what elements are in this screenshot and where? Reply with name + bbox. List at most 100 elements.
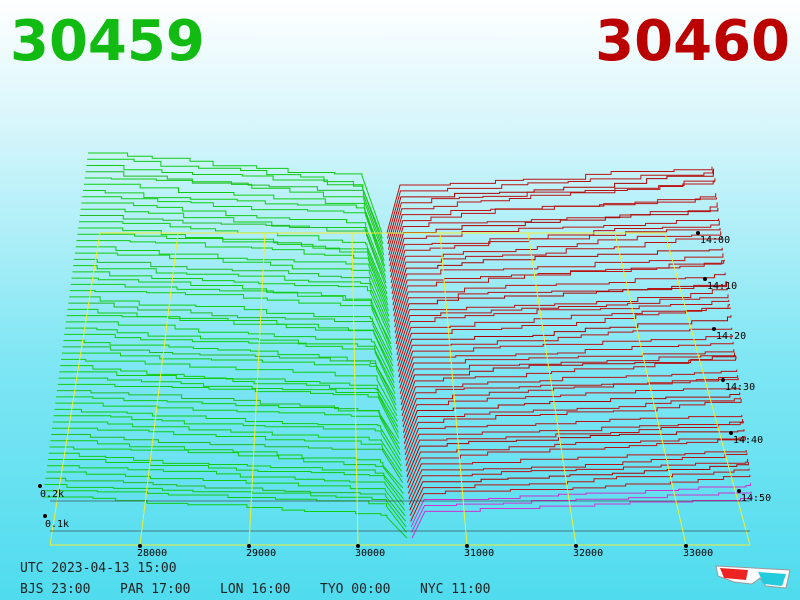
time-label: 14:50 bbox=[741, 493, 771, 504]
ask-depth-line bbox=[401, 356, 737, 417]
bid-depth-line bbox=[57, 383, 400, 439]
price-tick bbox=[684, 544, 688, 548]
ask-depth-line bbox=[410, 474, 751, 522]
bid-depth-line bbox=[65, 321, 395, 383]
price-tick bbox=[574, 544, 578, 548]
ask-depth-line bbox=[391, 231, 722, 300]
utc-time: UTC 2023-04-13 15:00 bbox=[20, 561, 177, 576]
price-label: 29000 bbox=[246, 548, 276, 559]
bid-depth-line bbox=[46, 471, 406, 517]
ask-depth-line bbox=[401, 355, 736, 411]
price-tick bbox=[356, 544, 360, 548]
bid-depth-line bbox=[69, 296, 393, 361]
zone-time: LON 16:00 bbox=[220, 582, 290, 597]
bid-depth-line bbox=[52, 427, 403, 478]
ask-depth-line bbox=[387, 180, 715, 250]
bid-depth-line bbox=[74, 258, 391, 328]
ask-depth-line bbox=[386, 166, 713, 234]
bid-depth-line bbox=[58, 377, 399, 433]
ask-depth-line bbox=[386, 170, 714, 239]
price-label: 28000 bbox=[137, 548, 167, 559]
bid-depth-line bbox=[66, 315, 395, 378]
bid-price: 30459 bbox=[10, 9, 205, 74]
ask-depth-line bbox=[407, 450, 747, 494]
ask-depth-line bbox=[390, 207, 719, 278]
ask-depth-line bbox=[395, 281, 728, 345]
ask-depth-line bbox=[394, 272, 726, 333]
ask-depth-line bbox=[394, 259, 725, 328]
time-label: 14:10 bbox=[707, 281, 737, 292]
bid-depth-line bbox=[84, 177, 385, 256]
ask-depth-line bbox=[406, 435, 746, 483]
price-grid-line bbox=[614, 232, 687, 546]
ask-depth-line bbox=[408, 458, 749, 505]
bid-depth-line bbox=[74, 252, 390, 322]
bid-depth-line bbox=[86, 165, 384, 245]
ask-depth-line bbox=[406, 421, 744, 472]
time-tick bbox=[737, 489, 741, 493]
ask-depth-line bbox=[405, 418, 744, 467]
ask-depth-line bbox=[389, 202, 718, 272]
bid-depth-line bbox=[77, 233, 389, 306]
time-label: 14:20 bbox=[716, 331, 746, 342]
zone-time: BJS 23:00 bbox=[20, 582, 90, 597]
bid-depth-line bbox=[88, 152, 383, 234]
bid-depth-line bbox=[70, 283, 393, 350]
time-tick bbox=[696, 231, 700, 235]
depth-tick bbox=[43, 514, 47, 518]
bid-depth-line bbox=[62, 346, 397, 406]
ask-depth-line bbox=[399, 335, 733, 389]
bid-depth-line bbox=[64, 333, 396, 395]
price-label: 31000 bbox=[464, 548, 494, 559]
price-label: 32000 bbox=[573, 548, 603, 559]
bid-depth-line bbox=[52, 421, 402, 472]
bid-depth-line bbox=[60, 365, 398, 422]
bid-depth-line bbox=[63, 340, 397, 400]
price-grid-line bbox=[248, 232, 266, 546]
bid-depth-line bbox=[81, 202, 387, 278]
ask-depth-line bbox=[401, 369, 738, 422]
bid-depth-line bbox=[61, 352, 397, 411]
price-grid-line bbox=[139, 232, 179, 546]
bid-depth-line bbox=[68, 302, 394, 367]
bid-depth-line bbox=[65, 327, 396, 389]
bid-depth-line bbox=[51, 433, 403, 483]
ask-depth-line bbox=[409, 461, 749, 511]
bid-depth-line bbox=[79, 215, 388, 289]
bid-depth-line bbox=[43, 496, 408, 539]
bid-depth-line bbox=[71, 277, 392, 345]
ask-depth-line bbox=[388, 178, 716, 256]
bid-depth-line bbox=[54, 408, 402, 461]
price-label: 30000 bbox=[355, 548, 385, 559]
bid-depth-line bbox=[76, 240, 389, 311]
time-tick bbox=[712, 327, 716, 331]
ask-depth-line bbox=[396, 299, 730, 361]
zone-time: PAR 17:00 bbox=[120, 582, 190, 597]
bid-depth-line bbox=[83, 190, 386, 267]
ask-depth-line bbox=[389, 197, 717, 267]
bid-depth-line bbox=[61, 358, 398, 417]
bid-depth-line bbox=[44, 483, 407, 528]
bid-depth-line bbox=[45, 477, 407, 522]
ask-depth-line bbox=[407, 436, 746, 489]
ask-depth-line bbox=[411, 491, 752, 533]
glasses-icon[interactable] bbox=[715, 565, 791, 589]
bid-depth-line bbox=[49, 446, 404, 494]
ask-price: 30460 bbox=[595, 9, 790, 74]
ask-depth-line bbox=[397, 307, 731, 372]
ask-depth-line bbox=[404, 398, 742, 456]
left-edge bbox=[49, 232, 101, 546]
right-edge bbox=[664, 232, 751, 546]
zone-time: NYC 11:00 bbox=[420, 582, 490, 597]
ask-depth-line bbox=[398, 315, 732, 378]
ask-depth-line bbox=[400, 349, 735, 400]
bid-depth-line bbox=[47, 465, 406, 511]
bid-depth-line bbox=[72, 271, 392, 339]
ask-depth-line bbox=[396, 288, 728, 350]
bid-depth-line bbox=[48, 452, 405, 500]
ask-depth-line bbox=[393, 253, 724, 317]
ask-depth-line bbox=[392, 247, 723, 311]
ask-depth-line bbox=[402, 375, 738, 428]
